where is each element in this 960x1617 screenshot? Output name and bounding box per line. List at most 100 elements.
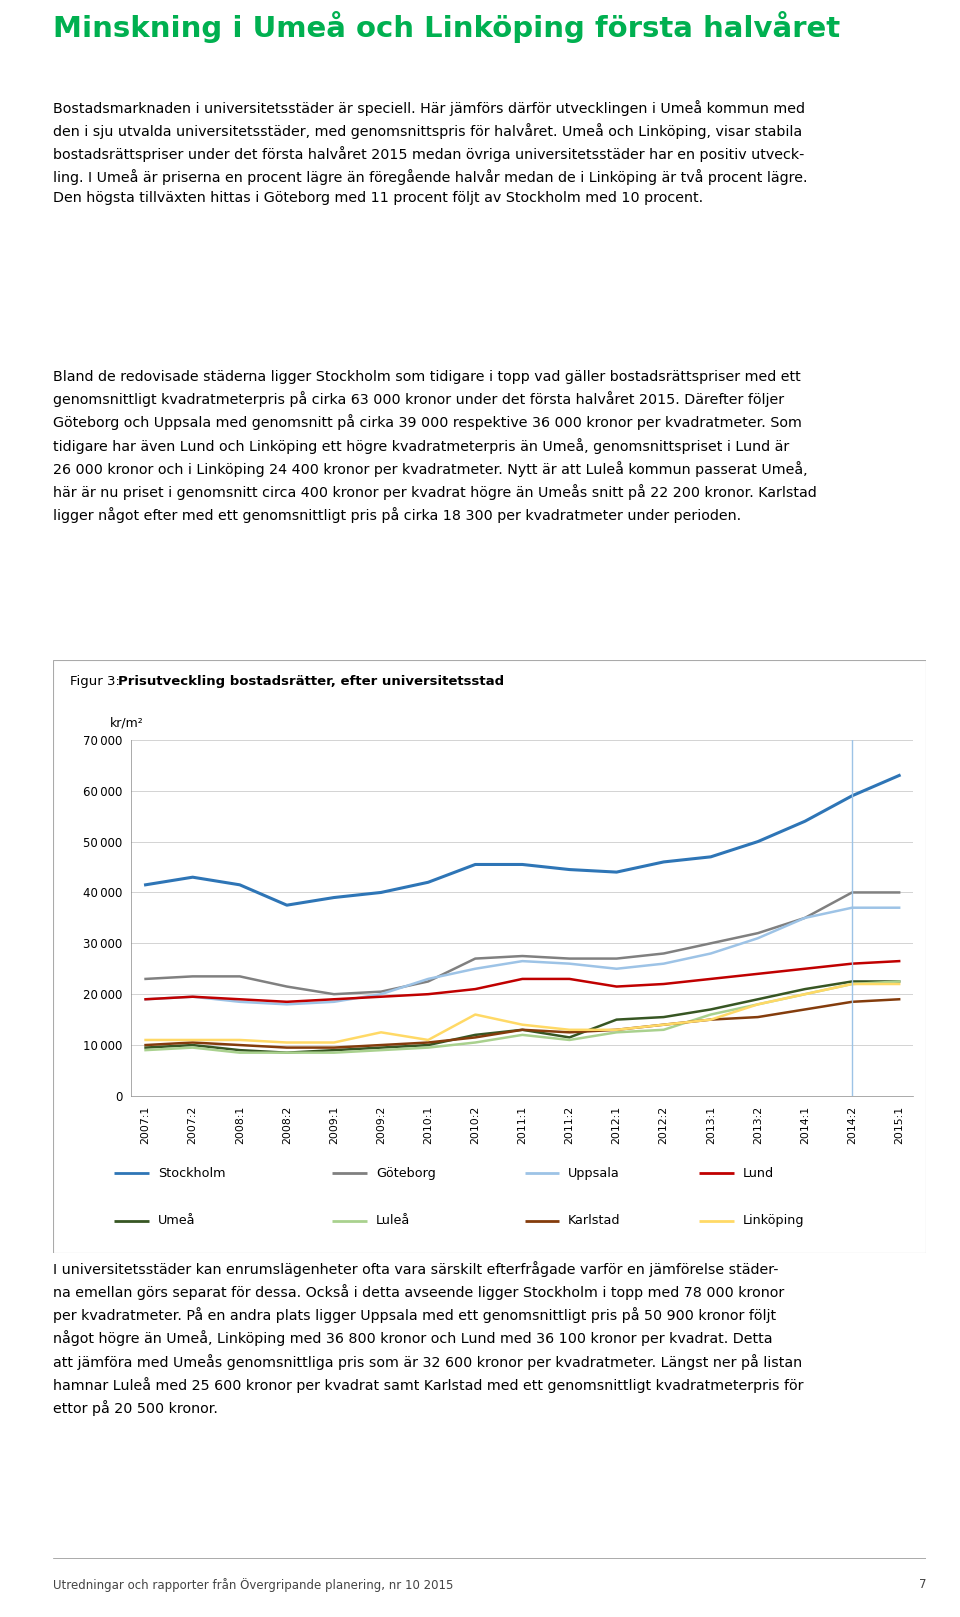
Luleå <box>564 1030 575 1049</box>
Uppsala <box>611 959 622 978</box>
Göteborg <box>328 985 340 1004</box>
Linköping <box>894 975 905 994</box>
Line: Linköping: Linköping <box>146 985 900 1043</box>
Text: Prisutveckling bostadsrätter, efter universitetsstad: Prisutveckling bostadsrätter, efter univ… <box>118 674 504 687</box>
Uppsala <box>328 993 340 1012</box>
Luleå <box>894 972 905 991</box>
Text: Bland de redovisade städerna ligger Stockholm som tidigare i topp vad gäller bos: Bland de redovisade städerna ligger Stoc… <box>53 370 817 522</box>
Göteborg <box>469 949 481 969</box>
Luleå <box>281 1043 293 1062</box>
Stockholm <box>752 831 763 851</box>
Uppsala <box>469 959 481 978</box>
Göteborg <box>800 909 811 928</box>
Göteborg <box>847 883 858 902</box>
Umeå <box>328 1040 340 1059</box>
Text: Linköping: Linköping <box>743 1214 804 1227</box>
Stockholm <box>422 873 434 893</box>
Umeå <box>140 1038 152 1058</box>
Stockholm <box>516 855 528 875</box>
Text: 7: 7 <box>919 1578 926 1591</box>
Luleå <box>375 1040 387 1059</box>
Linköping <box>234 1030 246 1049</box>
Text: Bostadsmarknaden i universitetsstäder är speciell. Här jämförs därför utveckling: Bostadsmarknaden i universitetsstäder är… <box>53 100 807 205</box>
Linköping <box>564 1020 575 1040</box>
Uppsala <box>847 897 858 917</box>
Umeå <box>375 1038 387 1058</box>
Göteborg <box>422 972 434 991</box>
Karlstad <box>800 999 811 1019</box>
Uppsala <box>187 986 199 1006</box>
Stockholm <box>187 867 199 886</box>
Lund <box>516 969 528 988</box>
Umeå <box>516 1020 528 1040</box>
Stockholm <box>564 860 575 880</box>
Uppsala <box>516 951 528 970</box>
Line: Stockholm: Stockholm <box>146 776 900 906</box>
Karlstad <box>611 1020 622 1040</box>
Karlstad <box>328 1038 340 1058</box>
Text: Umeå: Umeå <box>157 1214 195 1227</box>
Luleå <box>422 1038 434 1058</box>
Umeå <box>752 990 763 1009</box>
Karlstad <box>705 1011 716 1030</box>
Uppsala <box>375 985 387 1004</box>
Karlstad <box>187 1033 199 1053</box>
Linköping <box>847 975 858 994</box>
Umeå <box>422 1035 434 1054</box>
Umeå <box>564 1028 575 1048</box>
Lund <box>140 990 152 1009</box>
Luleå <box>187 1038 199 1058</box>
Luleå <box>328 1043 340 1062</box>
Luleå <box>800 985 811 1004</box>
Text: Stockholm: Stockholm <box>157 1166 226 1179</box>
Umeå <box>611 1011 622 1030</box>
Line: Umeå: Umeå <box>146 982 900 1053</box>
Uppsala <box>752 928 763 948</box>
Göteborg <box>752 923 763 943</box>
Stockholm <box>894 766 905 786</box>
Line: Göteborg: Göteborg <box>146 893 900 994</box>
Karlstad <box>281 1038 293 1058</box>
Line: Luleå: Luleå <box>146 982 900 1053</box>
Linköping <box>281 1033 293 1053</box>
Uppsala <box>234 993 246 1012</box>
Göteborg <box>375 982 387 1001</box>
Linköping <box>752 994 763 1014</box>
Göteborg <box>187 967 199 986</box>
Karlstad <box>375 1035 387 1054</box>
Stockholm <box>800 812 811 831</box>
Stockholm <box>281 896 293 915</box>
Uppsala <box>140 990 152 1009</box>
Linköping <box>800 985 811 1004</box>
Lund <box>894 951 905 970</box>
Karlstad <box>140 1035 152 1054</box>
Linköping <box>328 1033 340 1053</box>
Uppsala <box>564 954 575 973</box>
Text: Uppsala: Uppsala <box>568 1166 620 1179</box>
Linköping <box>187 1030 199 1049</box>
Luleå <box>847 975 858 994</box>
Karlstad <box>752 1007 763 1027</box>
Luleå <box>658 1020 669 1040</box>
Umeå <box>469 1025 481 1045</box>
Göteborg <box>234 967 246 986</box>
Text: Karlstad: Karlstad <box>568 1214 621 1227</box>
Göteborg <box>894 883 905 902</box>
Linköping <box>140 1030 152 1049</box>
Göteborg <box>564 949 575 969</box>
Umeå <box>847 972 858 991</box>
Text: Minskning i Umeå och Linköping första halvåret: Minskning i Umeå och Linköping första ha… <box>53 11 840 44</box>
Lund <box>611 977 622 996</box>
Göteborg <box>516 946 528 965</box>
Stockholm <box>847 786 858 805</box>
Line: Lund: Lund <box>146 960 900 1003</box>
Lund <box>658 975 669 994</box>
Stockholm <box>658 852 669 872</box>
Luleå <box>611 1022 622 1041</box>
Text: I universitetsstäder kan enrumslägenheter ofta vara särskilt efterfrågade varför: I universitetsstäder kan enrumslägenhete… <box>53 1261 804 1415</box>
Uppsala <box>705 944 716 964</box>
Linköping <box>469 1004 481 1024</box>
Umeå <box>234 1040 246 1059</box>
Karlstad <box>658 1015 669 1035</box>
Lund <box>705 969 716 988</box>
